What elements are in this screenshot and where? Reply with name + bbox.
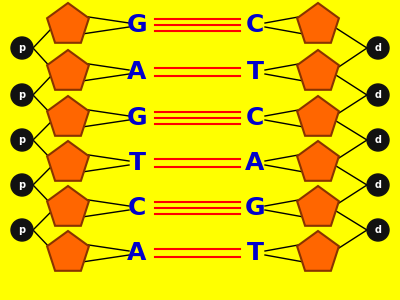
Text: d: d xyxy=(374,43,382,53)
Polygon shape xyxy=(297,141,339,181)
Polygon shape xyxy=(47,231,89,271)
Circle shape xyxy=(11,219,33,241)
Text: A: A xyxy=(245,151,265,175)
Circle shape xyxy=(367,129,389,151)
Text: T: T xyxy=(128,151,146,175)
Polygon shape xyxy=(297,96,339,136)
Circle shape xyxy=(367,174,389,196)
Circle shape xyxy=(11,174,33,196)
Text: A: A xyxy=(127,60,147,84)
Polygon shape xyxy=(47,3,89,43)
Text: p: p xyxy=(18,225,26,235)
Polygon shape xyxy=(297,3,339,43)
Polygon shape xyxy=(47,141,89,181)
Polygon shape xyxy=(297,50,339,90)
Text: G: G xyxy=(245,196,265,220)
Text: d: d xyxy=(374,180,382,190)
Text: G: G xyxy=(127,13,147,37)
Polygon shape xyxy=(297,231,339,271)
Polygon shape xyxy=(297,186,339,226)
Text: p: p xyxy=(18,135,26,145)
Text: G: G xyxy=(127,106,147,130)
Circle shape xyxy=(367,219,389,241)
Polygon shape xyxy=(47,50,89,90)
Polygon shape xyxy=(47,96,89,136)
Circle shape xyxy=(11,129,33,151)
Text: C: C xyxy=(246,13,264,37)
Text: d: d xyxy=(374,90,382,100)
Text: C: C xyxy=(128,196,146,220)
Text: d: d xyxy=(374,225,382,235)
Text: p: p xyxy=(18,180,26,190)
Text: p: p xyxy=(18,90,26,100)
Text: A: A xyxy=(127,241,147,265)
Text: C: C xyxy=(246,106,264,130)
Text: p: p xyxy=(18,43,26,53)
Circle shape xyxy=(11,37,33,59)
Circle shape xyxy=(367,37,389,59)
Circle shape xyxy=(11,84,33,106)
Circle shape xyxy=(367,84,389,106)
Text: d: d xyxy=(374,135,382,145)
Text: T: T xyxy=(246,60,264,84)
Text: T: T xyxy=(246,241,264,265)
Polygon shape xyxy=(47,186,89,226)
